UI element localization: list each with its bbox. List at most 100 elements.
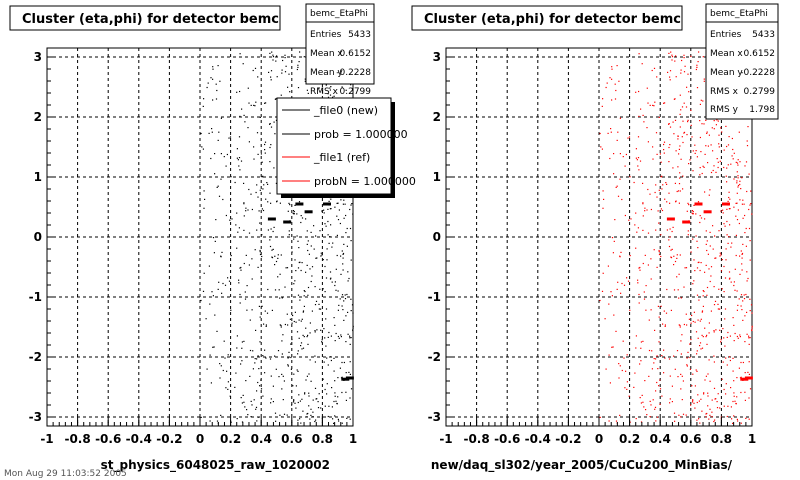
data-point	[307, 249, 309, 252]
data-point	[678, 297, 680, 299]
data-point	[723, 149, 725, 151]
data-point	[634, 224, 636, 226]
data-point	[346, 245, 348, 247]
hot-spot	[283, 220, 292, 224]
data-point	[330, 277, 332, 279]
data-point	[333, 317, 335, 319]
data-point	[729, 208, 731, 210]
data-point	[230, 309, 232, 311]
data-point	[257, 153, 259, 155]
data-point	[259, 222, 261, 224]
data-point	[682, 141, 684, 144]
data-point	[705, 375, 707, 377]
data-point	[712, 150, 714, 152]
data-point	[340, 273, 342, 275]
data-point	[221, 292, 223, 294]
data-point	[629, 309, 631, 311]
data-point	[737, 186, 739, 188]
data-point	[276, 201, 278, 203]
data-point	[323, 361, 325, 363]
data-point	[293, 320, 295, 323]
data-point	[627, 280, 630, 282]
data-point	[281, 69, 283, 71]
data-point	[205, 318, 207, 320]
data-point	[643, 121, 645, 123]
data-point	[337, 219, 340, 221]
data-point	[639, 397, 641, 399]
data-point	[312, 416, 314, 418]
data-point	[239, 267, 241, 269]
data-point	[733, 324, 735, 326]
data-point	[619, 365, 621, 367]
data-point	[328, 200, 330, 202]
data-point	[263, 323, 265, 325]
data-point	[330, 198, 332, 200]
data-point	[317, 407, 320, 409]
y-tick-label: -2	[428, 350, 441, 364]
data-point	[727, 200, 729, 202]
data-point	[315, 419, 317, 421]
data-point	[732, 400, 734, 403]
data-point	[701, 334, 703, 336]
data-point	[680, 353, 682, 355]
data-point	[687, 202, 689, 204]
data-point	[638, 293, 640, 296]
data-point	[703, 78, 705, 80]
data-point	[218, 281, 220, 283]
data-point	[729, 359, 731, 362]
data-point	[723, 405, 725, 407]
data-point	[635, 148, 637, 150]
data-point	[748, 397, 750, 399]
data-point	[668, 239, 670, 241]
data-point	[239, 293, 241, 296]
data-point	[291, 338, 293, 341]
data-point	[613, 153, 615, 155]
data-point	[746, 145, 749, 147]
data-point	[333, 422, 335, 424]
chart-pad-ref: Cluster (eta,phi) for detector bemc 3210…	[411, 3, 779, 473]
data-point	[626, 354, 628, 356]
data-point	[255, 329, 257, 331]
data-point	[300, 269, 302, 272]
data-point	[707, 392, 709, 394]
data-point	[276, 200, 278, 202]
data-point	[710, 144, 712, 146]
data-point	[311, 266, 314, 268]
data-point	[215, 98, 218, 100]
data-point	[658, 251, 660, 253]
data-point	[324, 291, 326, 293]
data-point	[306, 416, 308, 418]
data-point	[308, 373, 310, 375]
data-point	[346, 417, 348, 419]
data-point	[719, 329, 721, 331]
data-point	[738, 367, 740, 369]
data-point	[714, 419, 716, 421]
data-point	[275, 420, 277, 422]
data-point	[693, 280, 695, 282]
data-point	[320, 308, 322, 310]
data-point	[705, 264, 707, 266]
data-point	[334, 284, 336, 287]
data-point	[662, 323, 664, 325]
data-point	[745, 161, 748, 163]
data-point	[701, 347, 704, 349]
data-point	[333, 370, 335, 372]
data-point	[641, 394, 643, 396]
data-point	[275, 368, 277, 370]
data-point	[737, 159, 739, 161]
data-point	[616, 139, 618, 141]
data-point	[744, 315, 746, 317]
data-point	[691, 314, 693, 317]
x-tick-label: 0.4	[251, 432, 272, 446]
data-point	[618, 363, 620, 365]
data-point	[256, 132, 259, 134]
data-point	[610, 131, 612, 133]
data-point	[345, 399, 347, 401]
data-point	[273, 167, 275, 169]
data-point	[737, 164, 739, 166]
data-point	[616, 65, 618, 67]
data-point	[742, 199, 744, 201]
data-point	[306, 243, 308, 245]
data-point	[677, 376, 679, 378]
data-point	[708, 268, 710, 270]
